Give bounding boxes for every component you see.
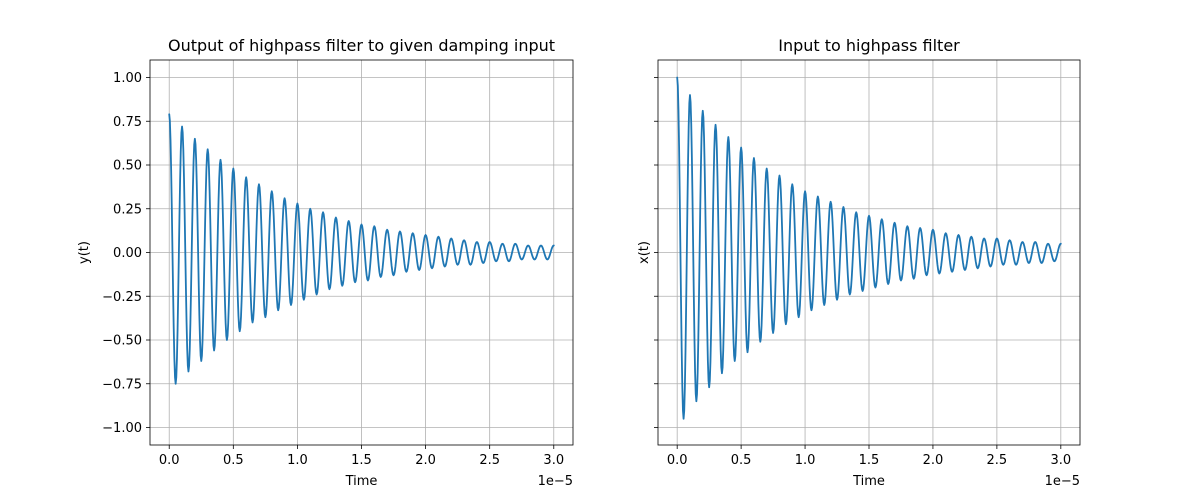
output-chart-series-line	[168, 113, 555, 385]
input-chart-axes: 0.0 0.5 1.0 1.5 2.0 2.5 3.0	[654, 77, 1071, 468]
output-chart-y-axis-label: y(t)	[77, 241, 92, 264]
output-chart-x-axis-label: Time	[345, 474, 378, 489]
input-chart-x-tick-label: 2.0	[923, 453, 944, 468]
output-chart-y-tick-label: 0.75	[113, 115, 142, 130]
output-chart-y-tick-label: 0.50	[113, 159, 142, 174]
input-chart-y-axis-label: x(t)	[637, 241, 652, 264]
output-chart-x-tick-label: 3.0	[543, 453, 564, 468]
output-chart-x-tick-label: 0.0	[159, 453, 180, 468]
output-chart-plot-area	[168, 113, 555, 385]
input-chart-x-tick-label: 3.0	[1050, 453, 1071, 468]
output-chart-x-offset-label: 1e−5	[538, 474, 573, 489]
output-chart-x-tick-label: 2.0	[415, 453, 436, 468]
output-chart-y-tick-label: 1.00	[113, 71, 142, 86]
output-chart-x-tick-label: 2.5	[479, 453, 500, 468]
input-chart-x-offset-label: 1e−5	[1045, 474, 1080, 489]
output-chart-x-tick-label: 1.0	[287, 453, 308, 468]
input-chart-x-tick-label: 2.5	[987, 453, 1008, 468]
input-chart-series-line	[676, 76, 1062, 420]
input-chart-x-tick-label: 1.5	[859, 453, 880, 468]
input-chart-x-axis-label: Time	[852, 474, 885, 489]
input-chart-title: Input to highpass filter	[778, 36, 960, 55]
input-chart-x-tick-label: 0.0	[667, 453, 688, 468]
output-chart-y-tick-label: −0.25	[102, 290, 142, 305]
output-chart-y-tick-label: 0.25	[113, 202, 142, 217]
input-chart-plot-area	[676, 76, 1062, 420]
input-chart-x-tick-label: 1.0	[795, 453, 816, 468]
output-chart-axes: 0.0 0.5 1.0 1.5 2.0 2.5 3.0 −1.00 −0.75 −0.50 −0.2…	[102, 71, 564, 468]
input-chart-panel: 0.0 0.5 1.0 1.5 2.0 2.5 3.0 Input to highpass …	[637, 36, 1081, 489]
output-chart-panel: 0.0 0.5 1.0 1.5 2.0 2.5 3.0 −1.00 −0.75 −0.50 −0.2…	[77, 36, 574, 489]
output-chart-y-tick-label: −1.00	[102, 421, 142, 436]
output-chart-x-tick-label: 0.5	[223, 453, 244, 468]
output-chart-y-tick-label: −0.50	[102, 334, 142, 349]
output-chart-title: Output of highpass filter to given dampi…	[168, 36, 555, 55]
output-chart-y-tick-label: 0.00	[113, 246, 142, 261]
output-chart-x-tick-label: 1.5	[351, 453, 372, 468]
output-chart-y-tick-label: −0.75	[102, 377, 142, 392]
output-chart-grid	[150, 60, 573, 445]
input-chart-x-tick-label: 0.5	[731, 453, 752, 468]
input-chart-grid	[658, 60, 1080, 445]
